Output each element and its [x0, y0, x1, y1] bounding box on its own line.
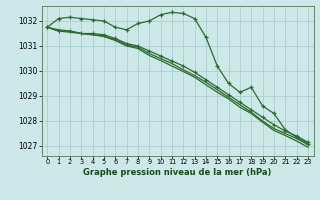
X-axis label: Graphe pression niveau de la mer (hPa): Graphe pression niveau de la mer (hPa) [84, 168, 272, 177]
